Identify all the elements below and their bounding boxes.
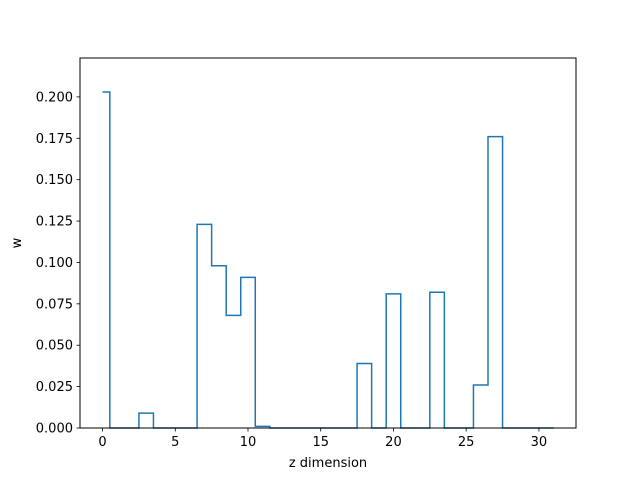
- x-tick-label: 20: [385, 435, 402, 450]
- x-tick-label: 25: [458, 435, 475, 450]
- y-tick-label: 0.100: [36, 256, 73, 271]
- y-tick-label: 0.075: [36, 297, 73, 312]
- x-tick-label: 10: [240, 435, 257, 450]
- plot-area: [80, 58, 576, 428]
- y-tick-label: 0.125: [36, 215, 73, 230]
- y-tick-label: 0.050: [36, 339, 73, 354]
- x-tick-label: 5: [171, 435, 179, 450]
- y-tick-label: 0.200: [36, 90, 73, 105]
- x-axis: 0 5 10 15 20 25 30: [98, 428, 547, 450]
- y-tick-label: 0.000: [36, 422, 73, 437]
- y-tick-label: 0.025: [36, 380, 73, 395]
- x-tick-label: 30: [531, 435, 548, 450]
- x-axis-label: z dimension: [289, 456, 367, 471]
- y-axis-label: w: [10, 237, 25, 248]
- y-tick-label: 0.175: [36, 132, 73, 147]
- y-axis: 0.000 0.025 0.050 0.075 0.100 0.125 0.150 0.175…: [36, 90, 80, 437]
- x-tick-label: 0: [98, 435, 106, 450]
- y-tick-label: 0.150: [36, 173, 73, 188]
- plot-frame: [79, 57, 577, 429]
- x-tick-label: 15: [312, 435, 329, 450]
